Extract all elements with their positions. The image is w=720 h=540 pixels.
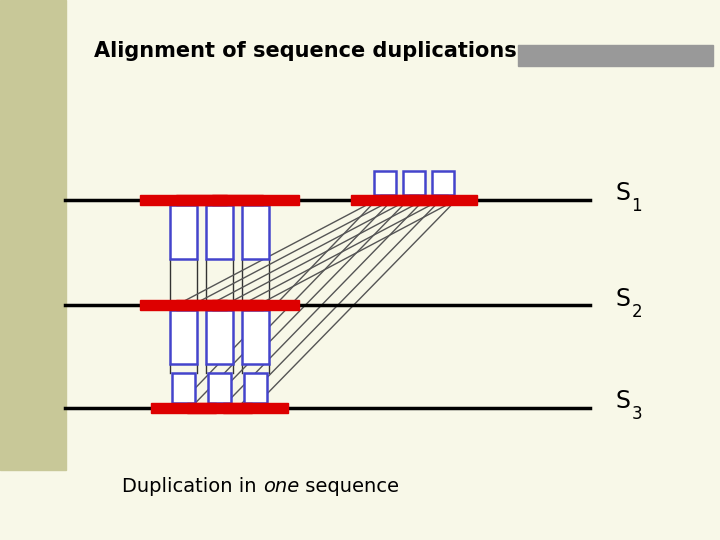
Text: 1: 1 (631, 197, 642, 215)
Bar (351, 195, 419, 205)
Bar (176, 300, 263, 310)
Bar (170, 310, 197, 364)
Bar (206, 310, 233, 364)
Text: Alignment of sequence duplications: Alignment of sequence duplications (94, 41, 516, 62)
Bar (403, 171, 425, 195)
Text: S: S (616, 287, 631, 310)
Bar (0, 0, 66, 470)
Bar (170, 205, 197, 259)
Bar (212, 195, 299, 205)
Bar (409, 195, 477, 205)
Bar (140, 300, 227, 310)
Text: 2: 2 (631, 302, 642, 321)
Text: S: S (616, 181, 631, 205)
Text: S: S (616, 389, 631, 413)
Text: Duplication in: Duplication in (122, 476, 263, 496)
Bar (242, 205, 269, 259)
Bar (176, 195, 263, 205)
Bar (380, 195, 448, 205)
Text: sequence: sequence (300, 476, 400, 496)
Text: 3: 3 (631, 405, 642, 423)
Bar (206, 205, 233, 259)
Bar (140, 195, 227, 205)
Bar (208, 373, 231, 403)
Bar (244, 373, 267, 403)
Bar (518, 45, 713, 66)
Bar (212, 300, 299, 310)
Bar (172, 373, 195, 403)
Bar (223, 403, 288, 413)
Text: one: one (263, 476, 300, 496)
Bar (432, 171, 454, 195)
Bar (151, 403, 216, 413)
Bar (374, 171, 396, 195)
Bar (187, 403, 252, 413)
Bar (242, 310, 269, 364)
